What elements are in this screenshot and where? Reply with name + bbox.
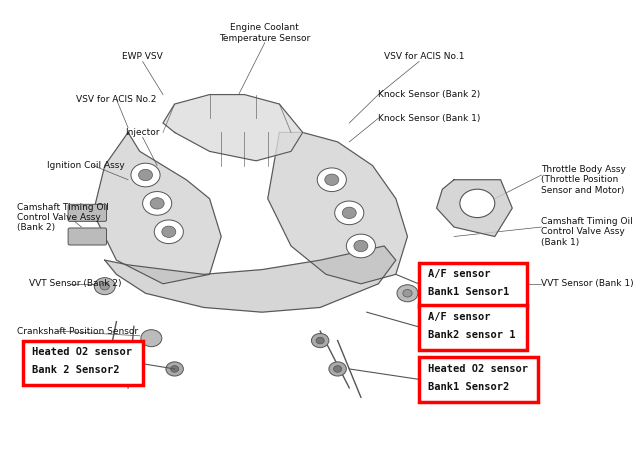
FancyBboxPatch shape bbox=[23, 341, 143, 385]
Text: VSV for ACIS No.2: VSV for ACIS No.2 bbox=[76, 95, 156, 104]
Text: Ignition Coil Assy: Ignition Coil Assy bbox=[47, 161, 124, 170]
Text: Knock Sensor (Bank 2): Knock Sensor (Bank 2) bbox=[378, 90, 481, 99]
Text: Camshaft Timing Oil
Control Valve Assy
(Bank 2): Camshaft Timing Oil Control Valve Assy (… bbox=[17, 202, 109, 233]
Circle shape bbox=[460, 189, 495, 218]
Circle shape bbox=[325, 174, 339, 185]
Circle shape bbox=[154, 220, 183, 244]
Circle shape bbox=[342, 207, 356, 219]
Circle shape bbox=[166, 362, 183, 376]
Circle shape bbox=[333, 366, 342, 372]
Circle shape bbox=[138, 169, 152, 181]
Polygon shape bbox=[105, 246, 396, 312]
Circle shape bbox=[317, 168, 346, 192]
Text: Camshaft Timing Oil
Control Valve Assy
(Bank 1): Camshaft Timing Oil Control Valve Assy (… bbox=[541, 217, 633, 247]
Circle shape bbox=[143, 192, 172, 215]
Text: EWP VSV: EWP VSV bbox=[122, 52, 163, 61]
Text: Knock Sensor (Bank 1): Knock Sensor (Bank 1) bbox=[378, 114, 481, 123]
Circle shape bbox=[141, 330, 162, 347]
Circle shape bbox=[329, 362, 346, 376]
Circle shape bbox=[312, 333, 329, 348]
Circle shape bbox=[131, 163, 160, 187]
Text: VVT Sensor (Bank 1): VVT Sensor (Bank 1) bbox=[541, 279, 634, 289]
Polygon shape bbox=[436, 180, 512, 236]
Circle shape bbox=[170, 366, 179, 372]
FancyBboxPatch shape bbox=[419, 263, 527, 307]
Text: Engine Coolant
Temperature Sensor: Engine Coolant Temperature Sensor bbox=[220, 23, 310, 43]
Polygon shape bbox=[163, 95, 303, 161]
Text: Crankshaft Position Sensor: Crankshaft Position Sensor bbox=[17, 326, 139, 336]
Circle shape bbox=[335, 201, 364, 225]
Text: Bank1 Sensor2: Bank1 Sensor2 bbox=[428, 382, 509, 392]
Text: VVT Sensor (Bank 2): VVT Sensor (Bank 2) bbox=[29, 279, 122, 289]
FancyBboxPatch shape bbox=[419, 357, 538, 402]
Circle shape bbox=[354, 240, 368, 252]
Text: Bank 2 Sensor2: Bank 2 Sensor2 bbox=[32, 365, 120, 376]
Text: Throttle Body Assy
(Throttle Position
Sensor and Motor): Throttle Body Assy (Throttle Position Se… bbox=[541, 165, 626, 195]
Text: A/F sensor: A/F sensor bbox=[428, 312, 490, 322]
Polygon shape bbox=[268, 132, 408, 284]
Text: Bank1 Sensor1: Bank1 Sensor1 bbox=[428, 287, 509, 298]
Text: Bank2 sensor 1: Bank2 sensor 1 bbox=[428, 330, 515, 340]
Circle shape bbox=[100, 282, 109, 290]
Text: A/F sensor: A/F sensor bbox=[428, 269, 490, 280]
Circle shape bbox=[403, 289, 412, 297]
Text: Heated O2 sensor: Heated O2 sensor bbox=[32, 347, 132, 358]
Circle shape bbox=[346, 234, 376, 258]
Polygon shape bbox=[93, 132, 221, 284]
Text: VSV for ACIS No.1: VSV for ACIS No.1 bbox=[384, 52, 465, 61]
Circle shape bbox=[316, 337, 324, 344]
Circle shape bbox=[150, 198, 164, 209]
Circle shape bbox=[94, 278, 115, 295]
FancyBboxPatch shape bbox=[68, 228, 106, 245]
Circle shape bbox=[397, 285, 418, 302]
Text: Heated O2 sensor: Heated O2 sensor bbox=[428, 364, 528, 374]
Circle shape bbox=[162, 226, 176, 237]
FancyBboxPatch shape bbox=[419, 305, 527, 350]
FancyBboxPatch shape bbox=[68, 204, 106, 221]
Text: Injector: Injector bbox=[125, 128, 160, 137]
